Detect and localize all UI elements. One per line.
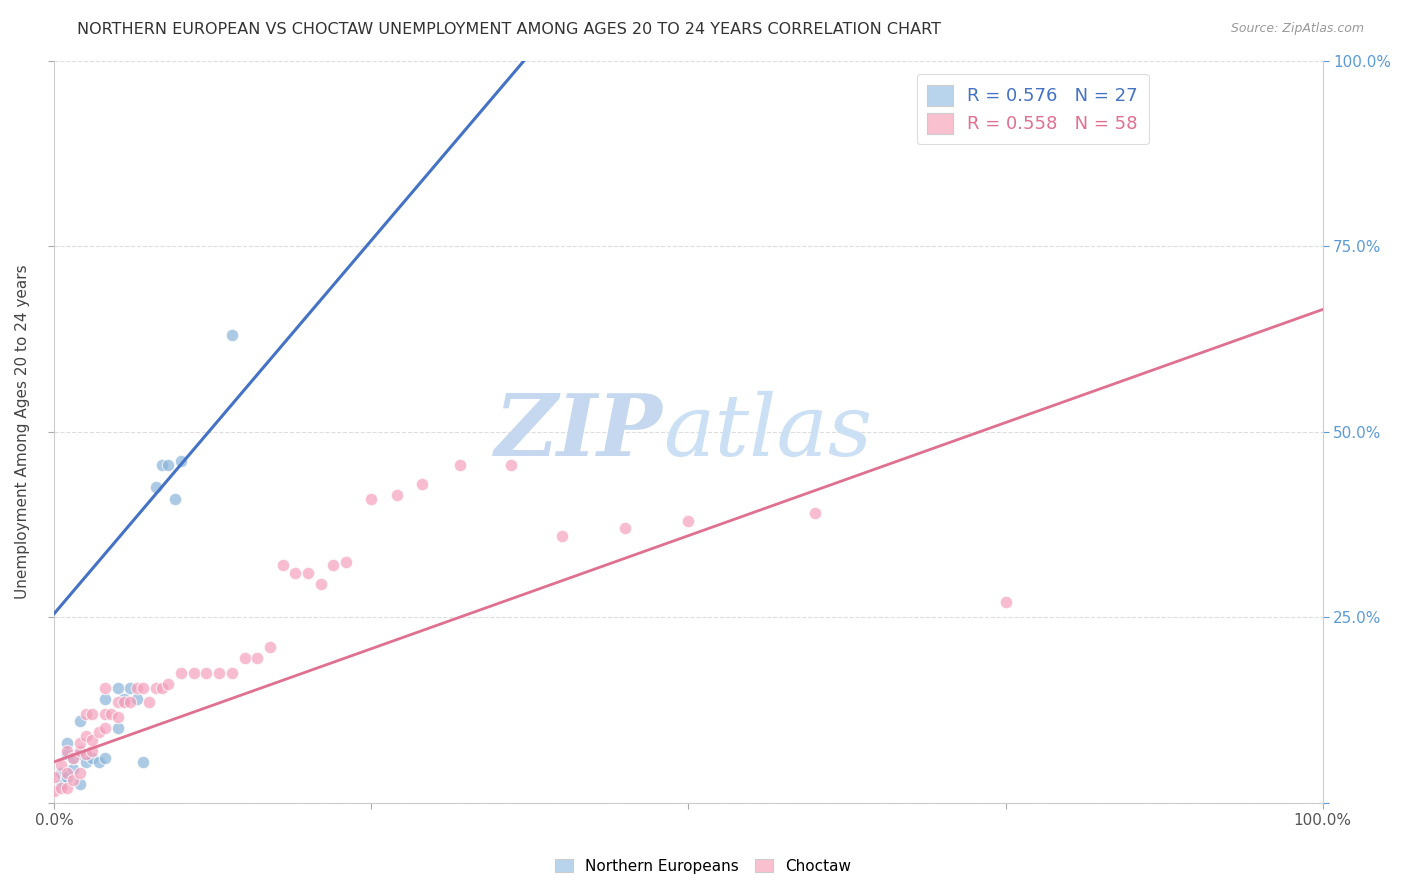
Point — [804, 507, 827, 521]
Point — [62, 773, 84, 788]
Point — [94, 691, 117, 706]
Point — [56, 770, 79, 784]
Point — [94, 722, 117, 736]
Text: atlas: atlas — [664, 391, 872, 473]
Point — [132, 681, 155, 695]
Point — [120, 695, 142, 709]
Point — [49, 780, 72, 795]
Point — [449, 458, 471, 473]
Point — [183, 665, 205, 680]
Point — [94, 751, 117, 765]
Point — [221, 665, 243, 680]
Point — [125, 691, 148, 706]
Point — [56, 747, 79, 762]
Point — [49, 765, 72, 780]
Point — [82, 744, 104, 758]
Point — [82, 751, 104, 765]
Point — [614, 521, 637, 535]
Point — [163, 491, 186, 506]
Point — [309, 577, 332, 591]
Point — [138, 695, 160, 709]
Point — [195, 665, 218, 680]
Point — [246, 651, 269, 665]
Point — [1007, 76, 1029, 90]
Point — [69, 736, 91, 750]
Point — [112, 695, 135, 709]
Point — [150, 458, 173, 473]
Point — [125, 681, 148, 695]
Legend: Northern Europeans, Choctaw: Northern Europeans, Choctaw — [548, 853, 858, 880]
Point — [100, 706, 122, 721]
Point — [94, 681, 117, 695]
Point — [411, 476, 433, 491]
Legend: R = 0.576   N = 27, R = 0.558   N = 58: R = 0.576 N = 27, R = 0.558 N = 58 — [917, 74, 1149, 145]
Point — [62, 751, 84, 765]
Point — [360, 491, 382, 506]
Point — [385, 488, 408, 502]
Point — [69, 765, 91, 780]
Text: Source: ZipAtlas.com: Source: ZipAtlas.com — [1230, 22, 1364, 36]
Point — [335, 555, 357, 569]
Point — [157, 458, 180, 473]
Point — [56, 744, 79, 758]
Point — [94, 706, 117, 721]
Point — [69, 747, 91, 762]
Point — [44, 784, 66, 798]
Point — [322, 558, 344, 573]
Point — [271, 558, 294, 573]
Point — [284, 566, 307, 580]
Point — [170, 454, 193, 468]
Point — [62, 751, 84, 765]
Point — [499, 458, 522, 473]
Point — [145, 480, 167, 494]
Point — [259, 640, 281, 654]
Point — [107, 710, 129, 724]
Point — [233, 651, 256, 665]
Point — [75, 706, 97, 721]
Point — [49, 777, 72, 791]
Point — [107, 681, 129, 695]
Point — [75, 755, 97, 769]
Point — [112, 691, 135, 706]
Point — [170, 665, 193, 680]
Point — [120, 681, 142, 695]
Point — [297, 566, 319, 580]
Point — [69, 777, 91, 791]
Point — [221, 328, 243, 343]
Point — [150, 681, 173, 695]
Point — [75, 729, 97, 743]
Point — [145, 681, 167, 695]
Point — [87, 725, 110, 739]
Point — [56, 736, 79, 750]
Text: ZIP: ZIP — [495, 390, 664, 474]
Point — [132, 755, 155, 769]
Point — [994, 595, 1017, 609]
Point — [82, 732, 104, 747]
Point — [44, 770, 66, 784]
Point — [49, 758, 72, 772]
Y-axis label: Unemployment Among Ages 20 to 24 years: Unemployment Among Ages 20 to 24 years — [15, 265, 30, 599]
Point — [107, 722, 129, 736]
Point — [157, 677, 180, 691]
Point — [69, 744, 91, 758]
Point — [82, 706, 104, 721]
Point — [678, 514, 700, 528]
Point — [75, 747, 97, 762]
Point — [56, 780, 79, 795]
Point — [56, 765, 79, 780]
Point — [208, 665, 231, 680]
Text: NORTHERN EUROPEAN VS CHOCTAW UNEMPLOYMENT AMONG AGES 20 TO 24 YEARS CORRELATION : NORTHERN EUROPEAN VS CHOCTAW UNEMPLOYMEN… — [77, 22, 942, 37]
Point — [62, 762, 84, 776]
Point — [87, 755, 110, 769]
Point — [550, 528, 572, 542]
Point — [107, 695, 129, 709]
Point — [69, 714, 91, 728]
